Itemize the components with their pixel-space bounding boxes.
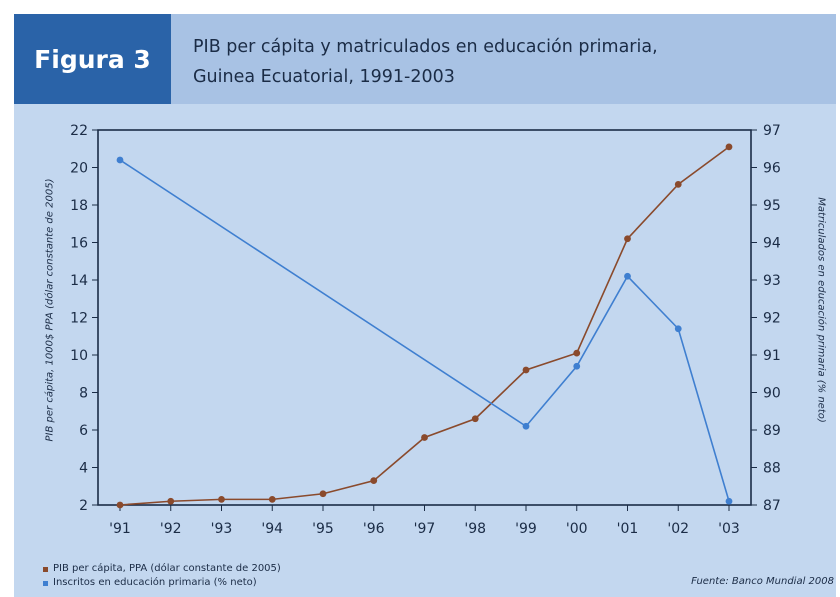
y-tick-left-label: 4: [79, 461, 88, 477]
y-tick-left-label: 12: [70, 311, 88, 327]
figure-title-line-2: Guinea Ecuatorial, 1991-2003: [193, 67, 455, 87]
x-tick-label: '03: [718, 521, 740, 537]
y-tick-left-label: 18: [70, 198, 88, 214]
data-point-pib: [319, 490, 327, 498]
data-point-inscritos: [624, 272, 631, 280]
y-axis-right-label: Matriculados en educación primaria (% ne…: [815, 197, 827, 423]
legend-swatch-pib: [43, 566, 48, 572]
x-tick-label: '94: [261, 521, 283, 537]
data-point-pib: [218, 495, 225, 503]
legend-label-pib: PIB per cápita, PPA (dólar constante de …: [53, 563, 281, 574]
data-point-pib: [167, 497, 175, 505]
y-tick-right-label: 95: [763, 198, 781, 214]
y-tick-left-label: 2: [79, 498, 88, 514]
x-tick-label: '00: [566, 521, 588, 537]
x-tick-label: '91: [109, 521, 131, 537]
figure-title-line-1: PIB per cápita y matriculados en educaci…: [193, 37, 658, 57]
legend-label-inscritos: Inscritos en educación primaria (% neto): [53, 577, 257, 588]
chart-legend: PIB per cápita, PPA (dólar constante de …: [43, 562, 281, 590]
x-tick-label: '93: [211, 521, 233, 537]
data-point-pib: [624, 235, 631, 243]
y-tick-right-label: 88: [763, 461, 781, 477]
data-point-pib: [116, 501, 124, 509]
data-point-pib: [522, 366, 530, 374]
y-tick-left-label: 14: [70, 273, 88, 289]
data-point-pib: [268, 495, 276, 503]
y-axis-left-label: PIB per cápita, 1000$ PPA (dólar constan…: [44, 178, 56, 442]
y-tick-right-label: 93: [763, 273, 781, 289]
data-point-pib: [573, 349, 581, 357]
legend-item-pib: PIB per cápita, PPA (dólar constante de …: [43, 562, 281, 576]
y-tick-left-label: 16: [70, 236, 88, 252]
figure-label: Figura 3: [14, 14, 171, 104]
source-note: Fuente: Banco Mundial 2008: [691, 576, 834, 587]
y-tick-left-label: 22: [70, 123, 88, 139]
x-tick-label: '01: [617, 521, 639, 537]
data-point-inscritos: [674, 325, 682, 333]
x-tick-label: '92: [160, 521, 182, 537]
y-tick-right-label: 90: [763, 386, 781, 402]
x-tick-label: '02: [667, 521, 689, 537]
y-tick-right-label: 91: [763, 348, 781, 364]
figure-title: PIB per cápita y matriculados en educaci…: [171, 14, 836, 104]
x-tick-label: '95: [312, 521, 334, 537]
legend-item-inscritos: Inscritos en educación primaria (% neto): [43, 576, 281, 590]
data-point-pib: [725, 143, 733, 151]
y-tick-right-label: 92: [763, 311, 781, 327]
x-tick-label: '99: [515, 521, 537, 537]
y-tick-right-label: 89: [763, 423, 781, 439]
x-tick-label: '98: [464, 521, 486, 537]
y-tick-right-label: 94: [763, 236, 781, 252]
y-tick-left-label: 8: [79, 386, 88, 402]
data-point-inscritos: [522, 422, 530, 430]
data-point-pib: [421, 434, 428, 441]
series-line-pib: [119, 146, 730, 506]
y-tick-right-label: 97: [763, 123, 781, 139]
data-point-pib: [471, 415, 479, 423]
x-tick-label: '97: [414, 521, 436, 537]
x-tick-label: '96: [363, 521, 385, 537]
figure-header: Figura 3 PIB per cápita y matriculados e…: [14, 14, 836, 104]
chart-panel: [14, 104, 836, 597]
y-tick-left-label: 20: [70, 161, 88, 177]
data-point-pib: [370, 477, 378, 485]
legend-swatch-inscritos: [43, 580, 48, 586]
data-point-inscritos: [573, 362, 581, 370]
plot-area-frame: [97, 129, 752, 506]
series-line-inscritos: [119, 159, 730, 502]
y-tick-left-label: 6: [79, 423, 88, 439]
data-point-inscritos: [116, 156, 124, 164]
data-point-pib: [674, 180, 682, 188]
y-tick-right-label: 96: [763, 161, 781, 177]
y-tick-right-label: 87: [763, 498, 781, 514]
y-tick-left-label: 10: [70, 348, 88, 364]
data-point-inscritos: [725, 497, 733, 505]
